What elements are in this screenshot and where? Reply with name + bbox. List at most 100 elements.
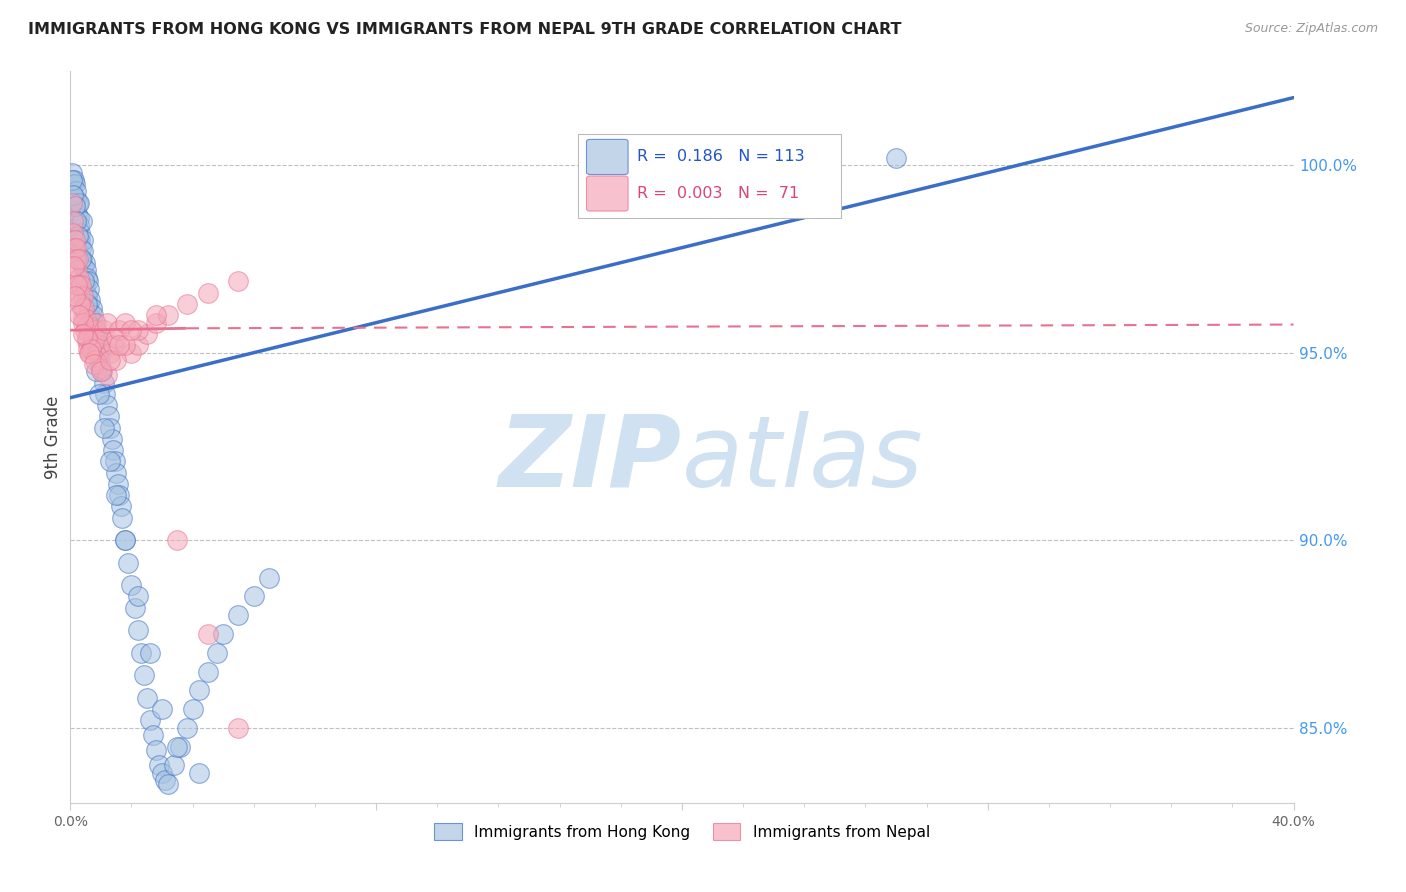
Point: [63, 195, 86, 210]
Point: [66, 278, 89, 293]
Point: [90, 360, 112, 375]
Point: [148, 758, 170, 772]
Point: [62, 177, 84, 191]
Point: [76, 319, 98, 334]
Point: [243, 590, 266, 604]
Point: [72, 316, 94, 330]
Point: [105, 353, 128, 368]
FancyBboxPatch shape: [586, 139, 628, 175]
Point: [135, 326, 157, 341]
Point: [70, 278, 93, 293]
Point: [127, 338, 149, 352]
Point: [166, 739, 188, 754]
Point: [84, 316, 107, 330]
Point: [62, 188, 84, 202]
Point: [96, 368, 118, 383]
Point: [66, 222, 89, 236]
Point: [139, 646, 162, 660]
Point: [145, 743, 167, 757]
Point: [72, 312, 94, 326]
Point: [114, 533, 136, 548]
Point: [169, 739, 191, 754]
Point: [97, 409, 120, 424]
Text: IMMIGRANTS FROM HONG KONG VS IMMIGRANTS FROM NEPAL 9TH GRADE CORRELATION CHART: IMMIGRANTS FROM HONG KONG VS IMMIGRANTS …: [28, 22, 901, 37]
Point: [205, 646, 228, 660]
Point: [93, 323, 115, 337]
Point: [63, 177, 86, 191]
Point: [72, 244, 94, 259]
Point: [65, 192, 87, 206]
Point: [87, 350, 110, 364]
Point: [65, 214, 87, 228]
Point: [181, 702, 204, 716]
Point: [150, 765, 173, 780]
Point: [80, 342, 103, 356]
FancyBboxPatch shape: [578, 134, 841, 218]
Point: [91, 364, 114, 378]
Point: [77, 282, 100, 296]
Point: [60, 195, 83, 210]
Point: [79, 293, 101, 308]
Point: [163, 758, 186, 772]
Point: [77, 304, 100, 318]
Point: [94, 387, 117, 401]
Point: [69, 195, 91, 210]
Point: [166, 533, 188, 548]
Point: [63, 203, 86, 218]
Point: [111, 510, 134, 524]
Point: [105, 488, 128, 502]
Point: [89, 357, 111, 371]
Point: [77, 345, 100, 359]
Point: [66, 252, 89, 266]
Point: [73, 278, 96, 293]
Point: [84, 364, 107, 378]
Point: [82, 319, 104, 334]
Point: [67, 211, 90, 225]
Point: [197, 665, 219, 679]
Point: [84, 353, 107, 368]
Point: [93, 376, 115, 390]
Point: [84, 323, 107, 337]
Point: [114, 533, 136, 548]
Point: [114, 338, 136, 352]
Point: [87, 345, 110, 359]
Point: [90, 345, 112, 359]
Point: [127, 590, 149, 604]
Point: [73, 270, 96, 285]
Point: [142, 728, 165, 742]
Point: [77, 297, 100, 311]
Point: [70, 301, 93, 315]
Point: [197, 627, 219, 641]
Point: [76, 297, 98, 311]
Point: [83, 357, 105, 371]
Point: [135, 690, 157, 705]
Point: [60, 166, 83, 180]
Text: R =  0.186   N = 113: R = 0.186 N = 113: [637, 150, 804, 164]
Point: [101, 443, 124, 458]
Point: [65, 252, 87, 266]
FancyBboxPatch shape: [586, 176, 628, 211]
Point: [73, 274, 96, 288]
Point: [187, 683, 209, 698]
Point: [129, 646, 152, 660]
Point: [96, 316, 118, 330]
Point: [65, 185, 87, 199]
Point: [62, 214, 84, 228]
Point: [69, 218, 91, 232]
Point: [69, 289, 91, 303]
Point: [69, 270, 91, 285]
Point: [150, 702, 173, 716]
Point: [89, 338, 111, 352]
Point: [63, 260, 86, 274]
Point: [79, 319, 101, 334]
Point: [110, 500, 132, 514]
Y-axis label: 9th Grade: 9th Grade: [44, 395, 62, 479]
Point: [63, 199, 86, 213]
Point: [87, 331, 110, 345]
Point: [145, 308, 167, 322]
Point: [104, 454, 127, 468]
Point: [153, 773, 176, 788]
Point: [100, 432, 122, 446]
Point: [80, 301, 103, 315]
Point: [212, 627, 235, 641]
